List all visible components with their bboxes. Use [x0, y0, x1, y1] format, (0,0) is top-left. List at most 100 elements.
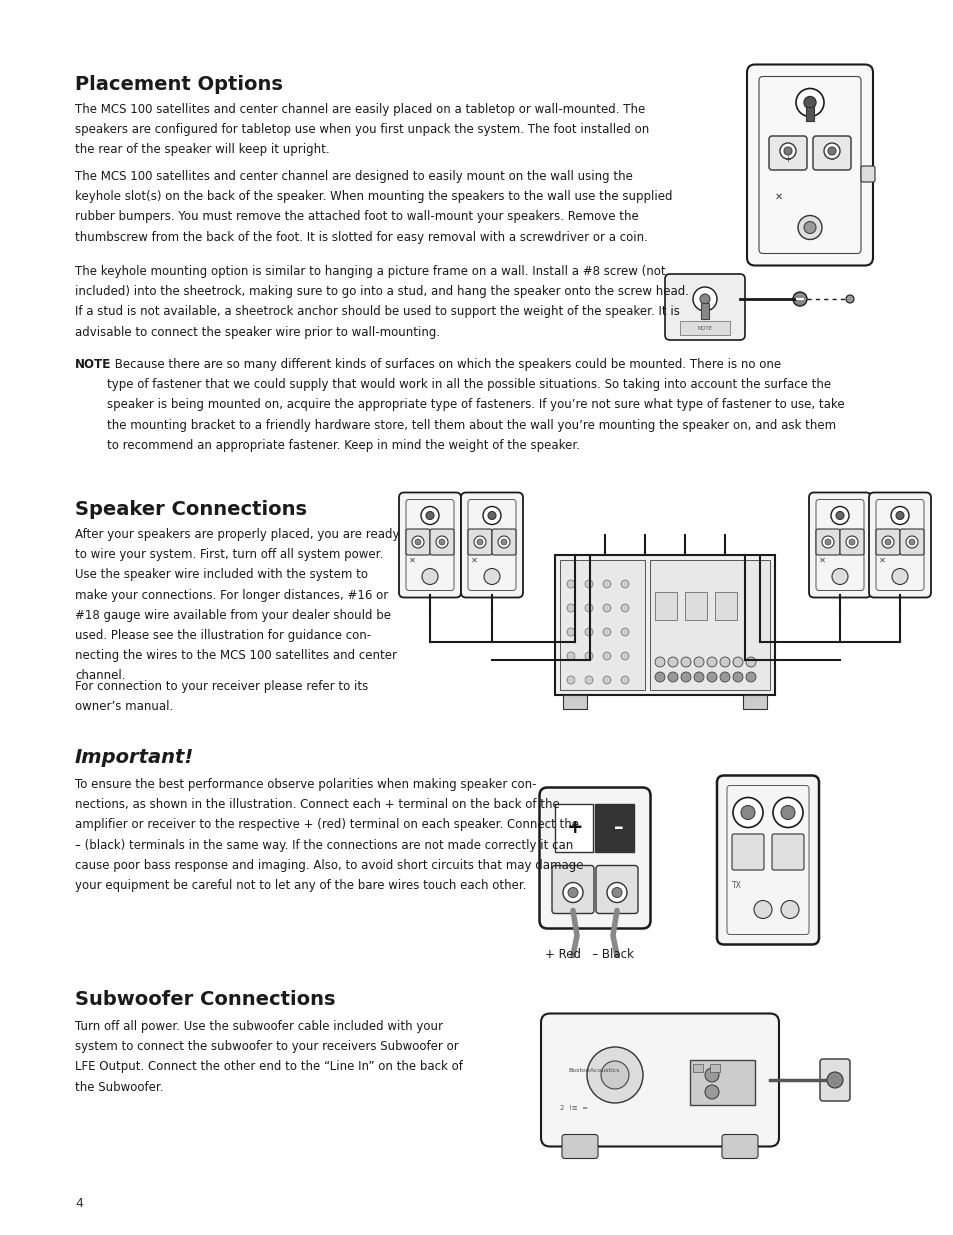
Text: –: –	[614, 818, 623, 837]
FancyBboxPatch shape	[875, 529, 899, 555]
Circle shape	[620, 676, 628, 684]
Circle shape	[795, 89, 823, 116]
Circle shape	[826, 1072, 842, 1088]
Circle shape	[720, 672, 729, 682]
FancyBboxPatch shape	[771, 834, 803, 869]
Circle shape	[781, 805, 794, 820]
Circle shape	[602, 629, 610, 636]
Bar	[555, 555, 774, 695]
Circle shape	[845, 536, 857, 548]
Text: ✕: ✕	[471, 556, 477, 564]
FancyBboxPatch shape	[492, 529, 516, 555]
Circle shape	[700, 294, 709, 304]
Bar	[679, 321, 729, 335]
FancyBboxPatch shape	[468, 529, 492, 555]
Circle shape	[908, 538, 914, 545]
Circle shape	[562, 883, 582, 903]
Circle shape	[884, 538, 890, 545]
Circle shape	[780, 143, 795, 159]
Circle shape	[497, 536, 510, 548]
Circle shape	[831, 568, 847, 584]
Text: TX: TX	[731, 881, 741, 890]
Circle shape	[745, 657, 755, 667]
Circle shape	[667, 672, 678, 682]
Circle shape	[680, 672, 690, 682]
FancyBboxPatch shape	[868, 493, 930, 598]
FancyBboxPatch shape	[552, 866, 594, 914]
Circle shape	[620, 580, 628, 588]
FancyBboxPatch shape	[840, 529, 863, 555]
Text: The MCS 100 satellites and center channel are designed to easily mount on the wa: The MCS 100 satellites and center channe…	[75, 170, 672, 243]
Text: The MCS 100 satellites and center channel are easily placed on a tabletop or wal: The MCS 100 satellites and center channe…	[75, 103, 649, 157]
Text: + Red   – Black: + Red – Black	[544, 948, 633, 961]
Circle shape	[474, 536, 485, 548]
Circle shape	[600, 1061, 628, 1089]
Circle shape	[584, 604, 593, 613]
Text: +: +	[566, 818, 583, 837]
Text: BostonAcoustics: BostonAcoustics	[567, 1067, 618, 1072]
Bar	[742, 695, 766, 709]
Circle shape	[706, 672, 717, 682]
Circle shape	[438, 538, 444, 545]
Circle shape	[620, 604, 628, 613]
Circle shape	[436, 536, 448, 548]
Circle shape	[693, 657, 703, 667]
Circle shape	[848, 538, 854, 545]
Text: ✕: ✕	[818, 556, 825, 564]
Circle shape	[821, 536, 833, 548]
Circle shape	[732, 672, 742, 682]
Circle shape	[845, 295, 853, 303]
Text: 2  !≡  =: 2 !≡ =	[559, 1105, 587, 1112]
Circle shape	[567, 888, 578, 898]
Circle shape	[745, 672, 755, 682]
Circle shape	[692, 287, 717, 311]
Circle shape	[803, 221, 815, 233]
Circle shape	[680, 657, 690, 667]
Circle shape	[704, 1086, 719, 1099]
Circle shape	[792, 291, 806, 306]
FancyBboxPatch shape	[731, 834, 763, 869]
Circle shape	[566, 629, 575, 636]
Circle shape	[827, 147, 835, 156]
Circle shape	[612, 888, 621, 898]
Bar	[700, 303, 708, 319]
Circle shape	[905, 536, 917, 548]
FancyBboxPatch shape	[430, 529, 454, 555]
Text: The keyhole mounting option is similar to hanging a picture frame on a wall. Ins: The keyhole mounting option is similar t…	[75, 266, 688, 338]
Text: ✕: ✕	[409, 556, 416, 564]
FancyBboxPatch shape	[398, 493, 460, 598]
Bar	[709, 1065, 720, 1072]
Circle shape	[412, 536, 423, 548]
FancyBboxPatch shape	[815, 529, 840, 555]
FancyBboxPatch shape	[899, 529, 923, 555]
Circle shape	[772, 798, 802, 827]
Text: : Because there are so many different kinds of surfaces on which the speakers co: : Because there are so many different ki…	[107, 358, 843, 452]
Circle shape	[415, 538, 420, 545]
Circle shape	[584, 652, 593, 659]
Circle shape	[566, 604, 575, 613]
Circle shape	[823, 143, 840, 159]
Circle shape	[693, 672, 703, 682]
Circle shape	[584, 629, 593, 636]
Text: ✕: ✕	[878, 556, 885, 564]
FancyBboxPatch shape	[808, 493, 870, 598]
Circle shape	[483, 568, 499, 584]
Circle shape	[602, 652, 610, 659]
Circle shape	[602, 580, 610, 588]
Circle shape	[476, 538, 482, 545]
Circle shape	[732, 657, 742, 667]
Circle shape	[420, 506, 438, 525]
FancyBboxPatch shape	[561, 1135, 598, 1158]
Bar	[692, 1065, 702, 1072]
Bar	[559, 559, 644, 690]
Bar	[655, 592, 677, 620]
Text: Turn off all power. Use the subwoofer cable included with your
system to connect: Turn off all power. Use the subwoofer ca…	[75, 1020, 462, 1094]
FancyBboxPatch shape	[861, 165, 874, 182]
Circle shape	[620, 629, 628, 636]
FancyBboxPatch shape	[664, 274, 744, 340]
Circle shape	[720, 657, 729, 667]
Circle shape	[835, 511, 843, 520]
Circle shape	[488, 511, 496, 520]
Text: Subwoofer Connections: Subwoofer Connections	[75, 990, 335, 1009]
FancyBboxPatch shape	[460, 493, 522, 598]
